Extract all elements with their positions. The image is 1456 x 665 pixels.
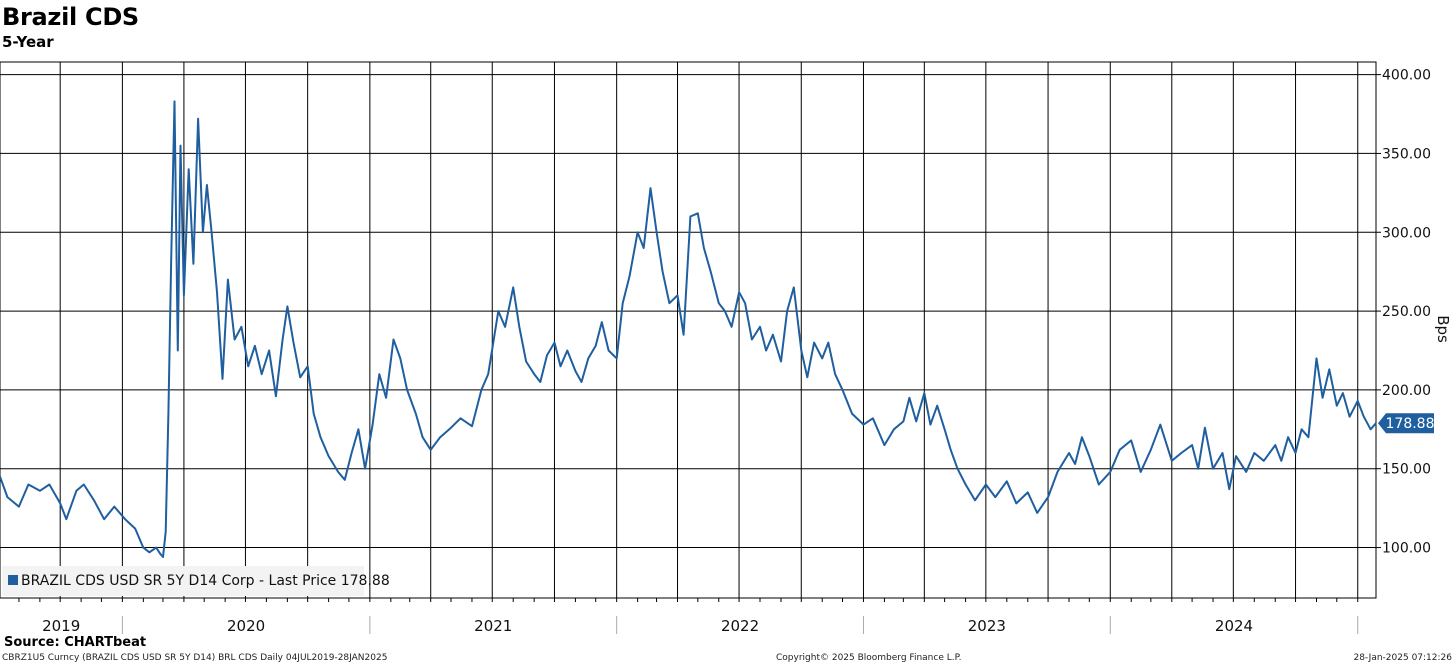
x-tick-label: 2023 — [968, 617, 1006, 635]
x-axis: 2019 2020 2021 2022 2023 2024 — [18, 598, 1359, 635]
x-tick-label: 2021 — [474, 617, 512, 635]
horizontal-gridlines — [0, 74, 1376, 549]
x-tick-label: 2024 — [1215, 617, 1253, 635]
y-axis: 100.00 150.00 200.00 250.00 300.00 350.00 400.… — [1376, 68, 1431, 557]
last-price-marker: 178.88 — [1378, 413, 1435, 434]
series-line — [0, 100, 1377, 558]
last-price-label: 178.88 — [1386, 416, 1435, 432]
legend-label: BRAZIL CDS USD SR 5Y D14 Corp - Last Pri… — [21, 573, 390, 589]
y-tick-label: 400.00 — [1382, 68, 1431, 84]
legend-box — [2, 566, 364, 596]
x-tick-label: 2019 — [42, 617, 80, 635]
y-tick-label: 200.00 — [1382, 383, 1431, 399]
x-tick-label: 2022 — [721, 617, 759, 635]
y-tick-label: 300.00 — [1382, 225, 1431, 241]
footer-ticker: CBRZ1U5 Curncy (BRAZIL CDS USD SR 5Y D14… — [2, 653, 388, 663]
y-tick-label: 350.00 — [1382, 146, 1431, 162]
y-tick-label: 250.00 — [1382, 304, 1431, 320]
y-tick-label: 100.00 — [1382, 541, 1431, 557]
vertical-gridlines — [59, 62, 1359, 634]
plot-frame — [0, 61, 1377, 599]
series-layer — [0, 100, 1377, 558]
x-tick-label: 2020 — [227, 617, 265, 635]
legend[interactable]: BRAZIL CDS USD SR 5Y D14 Corp - Last Pri… — [2, 566, 390, 596]
legend-swatch — [8, 575, 18, 585]
chart-title: Brazil CDS — [2, 3, 139, 31]
last-price-tag — [1378, 413, 1434, 434]
chart-subtitle: 5-Year — [2, 33, 54, 51]
source-label: Source: CHARTbeat — [4, 635, 147, 650]
footer-timestamp: 28-Jan-2025 07:12:26 — [1353, 653, 1452, 663]
y-tick-label: 150.00 — [1382, 462, 1431, 478]
y-axis-label: Bps — [1434, 315, 1452, 343]
footer-copyright: Copyright© 2025 Bloomberg Finance L.P. — [776, 653, 962, 663]
